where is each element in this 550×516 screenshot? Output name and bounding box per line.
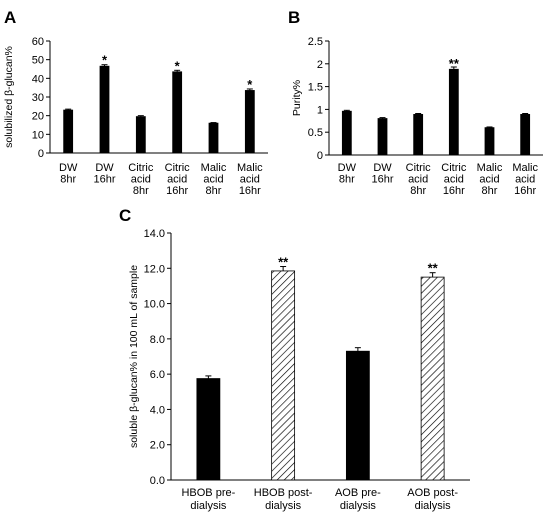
significance-marker: **	[449, 56, 460, 71]
x-tick-label: dialysis	[415, 500, 452, 512]
y-tick-label: 0.0	[150, 475, 165, 487]
panel-letter: A	[4, 8, 16, 27]
x-tick-label: AOB post-	[407, 487, 458, 499]
x-tick-label: Malic	[477, 162, 503, 174]
x-tick-label: 16hr	[371, 174, 393, 186]
x-tick-label: acid	[515, 174, 535, 186]
x-tick-label: 16hr	[93, 174, 115, 186]
bar	[172, 71, 183, 154]
y-tick-label: 8.0	[150, 334, 165, 346]
bar	[63, 109, 74, 154]
y-tick-label: 1	[317, 104, 323, 116]
y-tick-label: 4.0	[150, 404, 165, 416]
x-tick-label: dialysis	[340, 500, 377, 512]
y-tick-label: 20	[32, 111, 44, 123]
significance-marker: *	[247, 77, 253, 92]
y-tick-label: 10.0	[144, 299, 165, 311]
x-tick-label: AOB pre-	[335, 487, 381, 499]
bar	[420, 276, 445, 481]
x-tick-label: Citric	[406, 162, 432, 174]
y-tick-label: 60	[32, 36, 44, 48]
panel-letter: C	[119, 206, 131, 225]
x-tick-label: DW	[338, 162, 357, 174]
bar	[377, 118, 388, 156]
x-tick-label: 16hr	[166, 185, 188, 197]
x-tick-label: 8hr	[339, 174, 355, 186]
y-tick-label: 2	[317, 59, 323, 71]
x-tick-label: HBOB post-	[254, 487, 313, 499]
x-tick-label: dialysis	[190, 500, 227, 512]
y-tick-label: 50	[32, 55, 44, 67]
chart-panel-c: C 0.0 2.0 4.0 6.0 8.0 10.0 12.0 14.0 soluble β-gl…	[119, 206, 470, 512]
y-tick-label: 10	[32, 129, 44, 141]
x-tick-label: Citric	[128, 162, 154, 174]
significance-marker: **	[278, 255, 289, 270]
bar	[99, 65, 110, 154]
y-tick-label: 0.5	[308, 127, 323, 139]
y-tick-label: 40	[32, 73, 44, 85]
x-tick-label: dialysis	[265, 500, 302, 512]
x-tick-label: 8hr	[410, 185, 426, 197]
y-axis-label: Purity%	[291, 80, 303, 116]
x-tick-label: acid	[131, 174, 151, 186]
x-tick-label: DW	[373, 162, 392, 174]
y-tick-label: 0	[38, 148, 44, 160]
y-tick-label: 14.0	[144, 228, 165, 240]
x-tick-label: 16hr	[239, 185, 261, 197]
bar	[208, 122, 219, 154]
bar	[520, 114, 531, 156]
x-tick-label: DW	[59, 162, 78, 174]
x-tick-label: acid	[203, 174, 223, 186]
x-tick-label: acid	[479, 174, 499, 186]
y-axis-label: soluble β-glucan% in 100 mL of sample	[128, 265, 140, 448]
bar	[271, 270, 296, 481]
x-tick-label: acid	[240, 174, 260, 186]
y-tick-label: 6.0	[150, 369, 165, 381]
x-tick-label: 8hr	[133, 185, 149, 197]
significance-marker: *	[102, 53, 108, 68]
bar	[341, 110, 352, 156]
bar	[135, 116, 146, 154]
x-tick-label: HBOB pre-	[181, 487, 235, 499]
x-tick-label: Malic	[237, 162, 263, 174]
x-tick-label: Malic	[512, 162, 538, 174]
y-tick-label: 1.5	[308, 82, 323, 94]
y-axis-label: solubilized β-glucan%	[3, 46, 15, 148]
x-tick-label: 8hr	[482, 185, 498, 197]
x-tick-label: acid	[408, 174, 428, 186]
chart-panel-b: B00.511.522.5Purity%DW8hrDW16hrCitricaci…	[288, 8, 543, 197]
y-tick-label: 0	[317, 150, 323, 162]
bar	[484, 127, 495, 156]
x-tick-label: acid	[167, 174, 187, 186]
significance-marker: *	[175, 58, 181, 73]
x-tick-label: DW	[95, 162, 114, 174]
x-tick-label: 16hr	[443, 185, 465, 197]
y-tick-label: 30	[32, 92, 44, 104]
y-tick-label: 2.0	[150, 440, 165, 452]
panel-letter: B	[288, 8, 300, 27]
bar	[244, 90, 255, 154]
x-tick-label: Citric	[165, 162, 191, 174]
x-tick-label: 8hr	[206, 185, 222, 197]
x-tick-label: 16hr	[514, 185, 536, 197]
x-tick-label: 8hr	[60, 174, 76, 186]
bar	[413, 114, 424, 156]
bar	[345, 350, 370, 481]
y-tick-label: 12.0	[144, 263, 165, 275]
x-tick-label: Malic	[201, 162, 227, 174]
significance-marker: **	[428, 261, 439, 276]
x-tick-label: Citric	[441, 162, 467, 174]
x-tick-label: acid	[444, 174, 464, 186]
bar	[448, 68, 459, 156]
bar	[196, 378, 221, 481]
y-tick-label: 2.5	[308, 36, 323, 48]
